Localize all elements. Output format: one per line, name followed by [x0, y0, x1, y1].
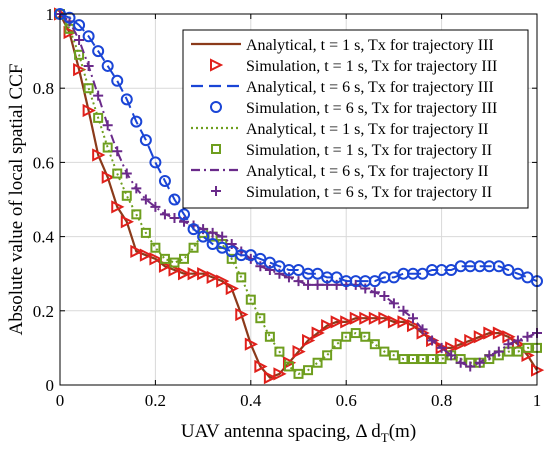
legend: Analytical, t = 1 s, Tx for trajectory I…	[183, 30, 528, 208]
legend-box	[183, 30, 528, 208]
legend-entry-label: Analytical, t = 6 s, Tx for trajectory I…	[246, 79, 494, 96]
y-axis-label: Absolute value of local spatial CCF	[6, 64, 27, 336]
y-tick-label: 0.8	[33, 79, 54, 98]
legend-entry-label: Analytical, t = 1 s, Tx for trajectory I…	[246, 37, 494, 54]
x-tick-label: 1	[533, 391, 542, 410]
x-tick-label: 0.8	[431, 391, 452, 410]
legend-entry-label: Simulation, t = 6 s, Tx for trajectory I…	[246, 100, 497, 117]
y-tick-label: 0.4	[33, 228, 55, 247]
y-tick-label: 0.6	[33, 153, 54, 172]
x-axis-label-subscript: T	[381, 430, 389, 445]
x-tick-label: 0.4	[240, 391, 262, 410]
y-tick-label: 0	[46, 376, 55, 395]
legend-entry-label: Analytical, t = 1 s, Tx for trajectory I…	[246, 121, 488, 138]
y-tick-label: 0.2	[33, 302, 54, 321]
x-tick-label: 0.2	[145, 391, 166, 410]
x-tick-label: 0	[56, 391, 65, 410]
x-tick-label: 0.6	[336, 391, 357, 410]
legend-entry-label: Simulation, t = 1 s, Tx for trajectory I…	[246, 142, 492, 159]
legend-entry-label: Simulation, t = 1 s, Tx for trajectory I…	[246, 58, 497, 75]
legend-entry-label: Analytical, t = 6 s, Tx for trajectory I…	[246, 163, 488, 180]
y-tick-label: 1	[46, 5, 55, 24]
legend-entry-label: Simulation, t = 6 s, Tx for trajectory I…	[246, 184, 492, 201]
x-axis-label-main: UAV antenna spacing, Δ d	[181, 421, 381, 442]
x-axis-label-suffix: (m)	[389, 421, 416, 442]
